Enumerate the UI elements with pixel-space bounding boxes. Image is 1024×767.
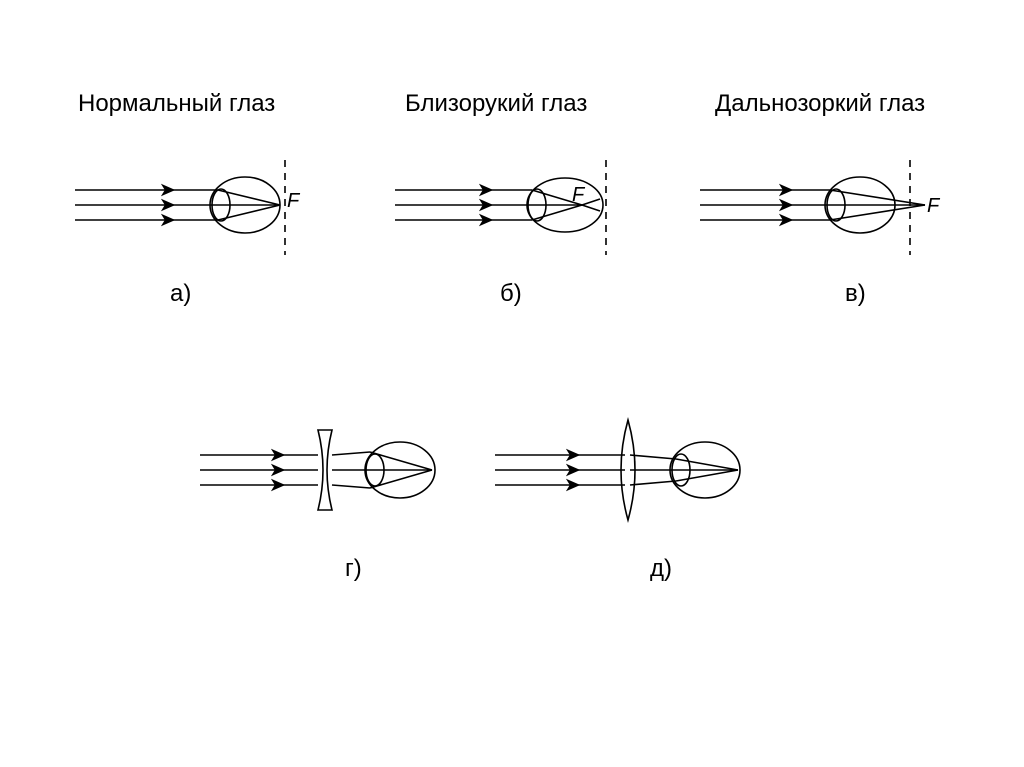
panel-b <box>395 160 606 255</box>
panel-d <box>495 420 740 520</box>
diagram-canvas <box>0 0 1024 767</box>
panel-a <box>75 160 285 255</box>
panel-g <box>200 430 435 510</box>
panel-c <box>700 160 925 255</box>
